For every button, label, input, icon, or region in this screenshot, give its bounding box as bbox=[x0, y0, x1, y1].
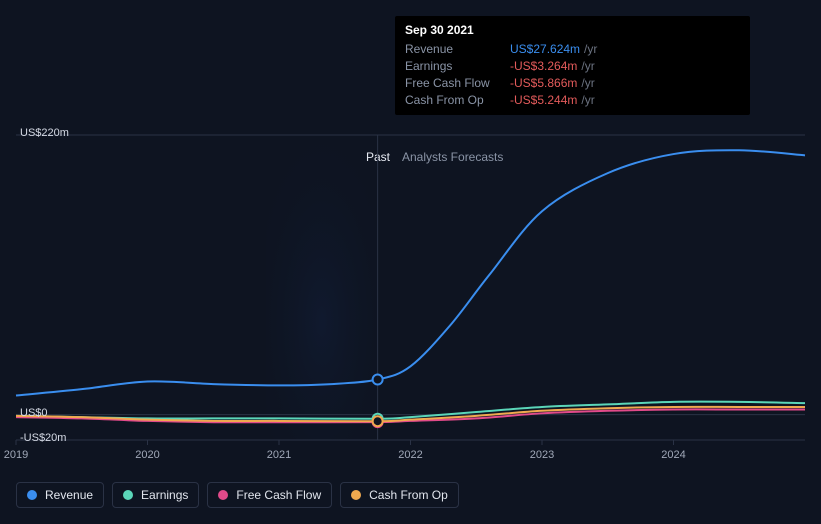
legend-chip bbox=[218, 490, 228, 500]
marker-cash_from_op[interactable] bbox=[373, 416, 383, 426]
legend-item-earnings[interactable]: Earnings bbox=[112, 482, 199, 508]
x-axis-tick-label: 2024 bbox=[661, 449, 685, 461]
line-chart[interactable] bbox=[0, 0, 821, 524]
x-axis-tick-label: 2022 bbox=[398, 449, 422, 461]
legend-label: Free Cash Flow bbox=[236, 488, 321, 502]
legend-chip bbox=[123, 490, 133, 500]
chart-legend: Revenue Earnings Free Cash Flow Cash From O… bbox=[16, 482, 459, 508]
x-axis-tick-label: 2019 bbox=[4, 449, 28, 461]
legend-label: Cash From Op bbox=[369, 488, 448, 502]
marker-revenue[interactable] bbox=[373, 375, 383, 385]
x-axis-tick-label: 2020 bbox=[135, 449, 159, 461]
y-axis-tick-label: US$220m bbox=[20, 127, 69, 139]
legend-chip bbox=[27, 490, 37, 500]
legend-item-free_cash_flow[interactable]: Free Cash Flow bbox=[207, 482, 332, 508]
chart-vignette bbox=[266, 145, 378, 440]
x-axis-tick-label: 2023 bbox=[530, 449, 554, 461]
legend-item-revenue[interactable]: Revenue bbox=[16, 482, 104, 508]
y-axis-tick-label: US$0 bbox=[20, 407, 48, 419]
series-revenue[interactable] bbox=[16, 150, 805, 395]
legend-chip bbox=[351, 490, 361, 500]
x-axis-tick-label: 2021 bbox=[267, 449, 291, 461]
legend-item-cash_from_op[interactable]: Cash From Op bbox=[340, 482, 459, 508]
chart-container: Sep 30 2021 RevenueUS$27.624m/yrEarnings… bbox=[0, 0, 821, 524]
y-axis-tick-label: -US$20m bbox=[20, 432, 66, 444]
legend-label: Earnings bbox=[141, 488, 188, 502]
legend-label: Revenue bbox=[45, 488, 93, 502]
